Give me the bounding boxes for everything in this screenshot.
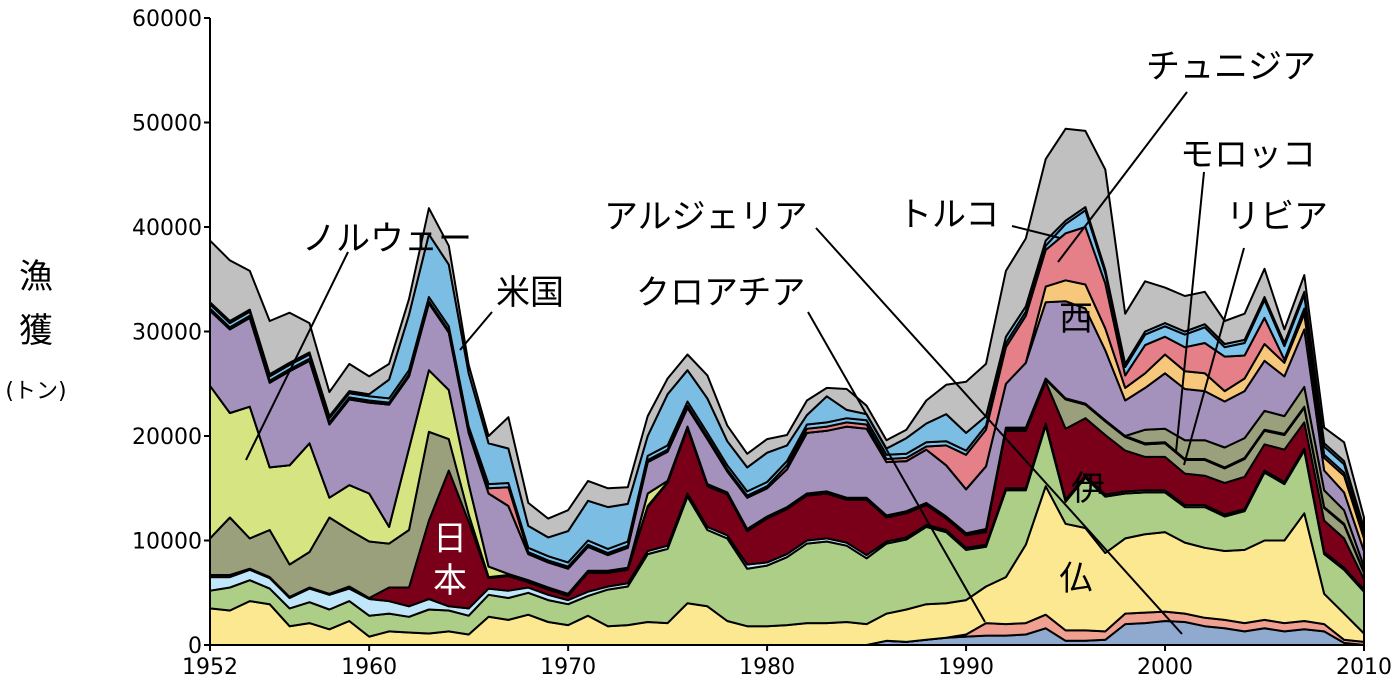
- area-grey_top: [209, 127, 1365, 539]
- leader-usa: [459, 311, 493, 351]
- y-tick-label: 30000: [132, 321, 202, 346]
- y-tick-label: 40000: [132, 216, 202, 241]
- y-axis-label-2: 獲: [19, 311, 53, 351]
- leader-libya: [1183, 247, 1245, 466]
- axes: [204, 17, 1365, 651]
- label-turkey: トルコ: [898, 195, 999, 235]
- y-tick-label: 0: [188, 634, 202, 659]
- y-tick-label: 10000: [132, 530, 202, 555]
- label-morocco: モロッコ: [1180, 135, 1316, 175]
- y-axis-unit: (トン): [5, 379, 66, 404]
- x-tick-label: 2000: [1137, 655, 1193, 680]
- label-japan-2: 本: [433, 561, 467, 601]
- y-tick-label: 50000: [132, 112, 202, 137]
- tick-labels: 0 10000 20000 30000 40000 50000 60000 1952 1960 1…: [132, 7, 1392, 680]
- leader-algeria: [815, 227, 1183, 635]
- label-norway: ノルウェー: [302, 219, 472, 259]
- leader-tunisia: [1057, 91, 1188, 263]
- x-tick-label: 1970: [540, 655, 596, 680]
- x-tick-label: 1952: [182, 655, 238, 680]
- leader-croatia: [807, 311, 986, 623]
- y-axis-label-1: 漁: [19, 257, 53, 297]
- y-tick-label: 60000: [132, 7, 202, 32]
- x-tick-label: 1960: [341, 655, 397, 680]
- label-croatia: クロアチア: [636, 273, 805, 313]
- leader-turkey: [1011, 225, 1061, 239]
- x-tick-label: 1990: [938, 655, 994, 680]
- x-tick-label: 2010: [1336, 655, 1392, 680]
- label-usa: 米国: [496, 273, 564, 313]
- label-italy: 伊: [1071, 469, 1105, 509]
- label-japan-1: 日: [433, 519, 467, 559]
- label-tunisia: チュニジア: [1146, 47, 1316, 87]
- label-libya: リビア: [1226, 197, 1328, 237]
- y-tick-label: 20000: [132, 425, 202, 450]
- area-layers: [209, 127, 1365, 646]
- leader-norway: [245, 251, 349, 461]
- leader-lines: [245, 91, 1245, 635]
- label-algeria: アルジェリア: [604, 197, 808, 237]
- label-spain: 西: [1059, 299, 1093, 339]
- leader-morocco: [1175, 171, 1205, 453]
- label-france: 仏: [1059, 559, 1093, 599]
- x-tick-label: 1980: [739, 655, 795, 680]
